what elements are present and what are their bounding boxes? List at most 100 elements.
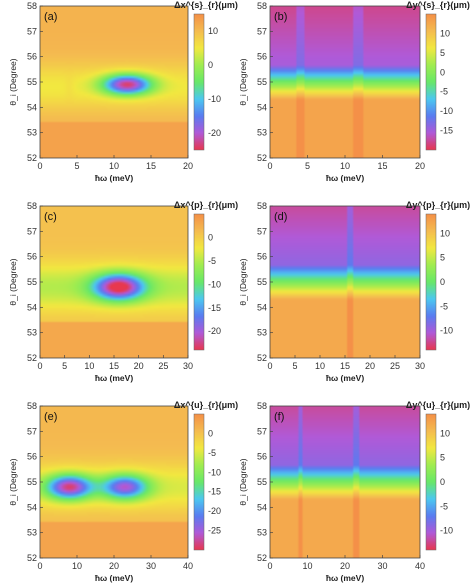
x-tick-label: 30 — [183, 361, 193, 371]
x-tick-label: 20 — [365, 361, 375, 371]
colorbar — [194, 414, 204, 550]
x-tick-label: 15 — [109, 361, 119, 371]
colorbar-tick-label: -15 — [440, 126, 453, 136]
y-tick-label: 58 — [257, 401, 267, 411]
colorbar-tick-label: -10 — [440, 326, 453, 336]
y-tick-label: 52 — [27, 153, 37, 163]
colorbar-frame — [425, 213, 437, 351]
colorbar-tick-label: 10 — [440, 228, 450, 238]
x-tick-label: 30 — [146, 561, 156, 571]
x-tick-label: 5 — [62, 361, 67, 371]
x-tick-label: 20 — [109, 561, 119, 571]
y-tick-label: 57 — [257, 226, 267, 236]
y-axis-label: θ_i (Degree) — [238, 58, 248, 105]
colorbar-tick-label: 0 — [440, 67, 445, 77]
colorbar-tick-label: -15 — [208, 303, 221, 313]
y-tick-label: 56 — [257, 452, 267, 462]
colorbar-label: Δx^{u}_{r}(μm) — [174, 400, 238, 410]
x-tick-label: 10 — [72, 561, 82, 571]
colorbar-tick-label: -10 — [440, 526, 453, 536]
y-tick-label: 52 — [27, 553, 37, 563]
y-tick-label: 52 — [257, 353, 267, 363]
y-tick-label: 55 — [27, 277, 37, 287]
colorbar-label: Δy^{u}_{r}(μm) — [406, 400, 470, 410]
x-tick-label: 20 — [340, 561, 350, 571]
x-tick-label: 15 — [340, 361, 350, 371]
x-tick-label: 20 — [183, 161, 193, 171]
x-tick-label: 20 — [134, 361, 144, 371]
colorbar-tick-label: -15 — [208, 487, 221, 497]
y-tick-label: 58 — [27, 1, 37, 11]
x-tick-label: 15 — [377, 161, 387, 171]
y-axis-label: θ_i (Degree) — [238, 258, 248, 305]
x-tick-label: 30 — [377, 561, 387, 571]
x-axis-label: ħω (meV) — [95, 173, 134, 183]
colorbar-label: Δy^{s}_{r}(μm) — [406, 0, 470, 10]
colorbar-tick-label: -20 — [208, 506, 221, 516]
colorbar-tick-label: -10 — [208, 467, 221, 477]
panel-label: (a) — [44, 11, 57, 23]
heatmap-field — [270, 6, 420, 158]
panel-label: (f) — [274, 411, 284, 423]
y-tick-label: 57 — [257, 26, 267, 36]
y-tick-label: 57 — [257, 426, 267, 436]
y-tick-label: 58 — [257, 1, 267, 11]
y-tick-label: 56 — [27, 52, 37, 62]
x-tick-label: 10 — [302, 561, 312, 571]
y-tick-label: 55 — [257, 277, 267, 287]
y-axis-label: θ_i (Degree) — [8, 58, 18, 105]
y-tick-label: 55 — [257, 477, 267, 487]
heatmap-field — [270, 406, 420, 558]
y-tick-label: 57 — [27, 426, 37, 436]
colorbar-label: Δx^{s}_{r}(μm) — [174, 0, 238, 10]
y-tick-label: 52 — [27, 353, 37, 363]
y-tick-label: 58 — [27, 201, 37, 211]
heatmap-field — [270, 206, 420, 358]
colorbar-tick-label: -25 — [208, 526, 221, 536]
colorbar-label: Δy^{p}_{r}(μm) — [406, 200, 470, 210]
y-tick-label: 53 — [257, 328, 267, 338]
x-tick-label: 0 — [37, 161, 42, 171]
colorbar-tick-label: -5 — [440, 87, 448, 97]
colorbar-frame — [425, 413, 437, 551]
colorbar — [194, 14, 204, 150]
x-tick-label: 25 — [158, 361, 168, 371]
y-axis-label: θ_i (Degree) — [8, 258, 18, 305]
y-tick-label: 56 — [27, 252, 37, 262]
x-tick-label: 10 — [340, 161, 350, 171]
x-tick-label: 40 — [415, 561, 425, 571]
y-tick-label: 58 — [257, 201, 267, 211]
colorbar-tick-label: 5 — [440, 253, 445, 263]
y-tick-label: 54 — [27, 102, 37, 112]
colorbar — [426, 214, 436, 350]
x-tick-label: 0 — [267, 361, 272, 371]
colorbar-tick-label: -10 — [208, 279, 221, 289]
y-tick-label: 54 — [257, 102, 267, 112]
panel-c: 0 5 10 15 20 25 30 52 53 54 55 56 57 58 ħω (meV) θ_i (D… — [8, 200, 238, 383]
panel-label: (d) — [274, 211, 287, 223]
x-tick-label: 5 — [292, 361, 297, 371]
heatmap-field — [40, 406, 188, 558]
colorbar — [426, 14, 436, 150]
colorbar-frame — [425, 13, 437, 151]
x-tick-label: 25 — [390, 361, 400, 371]
y-tick-label: 54 — [27, 302, 37, 312]
y-tick-label: 52 — [257, 153, 267, 163]
y-tick-label: 56 — [27, 452, 37, 462]
y-tick-label: 53 — [27, 128, 37, 138]
x-tick-label: 0 — [37, 561, 42, 571]
colorbar-tick-label: 10 — [440, 28, 450, 38]
colorbar-tick-label: -10 — [440, 106, 453, 116]
y-tick-label: 53 — [27, 528, 37, 538]
colorbar-label: Δx^{p}_{r}(μm) — [174, 200, 238, 210]
panel-f: 0 10 20 30 40 52 53 54 55 56 57 58 ħω (meV) θ_i (Degr… — [238, 400, 470, 583]
colorbar-tick-label: 0 — [208, 232, 213, 242]
colorbar-tick-label: 10 — [440, 428, 450, 438]
colorbar-tick-label: -5 — [208, 256, 216, 266]
x-tick-label: 40 — [183, 561, 193, 571]
y-tick-label: 54 — [257, 302, 267, 312]
colorbar-tick-label: -5 — [440, 501, 448, 511]
panel-label: (e) — [44, 411, 57, 423]
panel-label: (b) — [274, 11, 287, 23]
